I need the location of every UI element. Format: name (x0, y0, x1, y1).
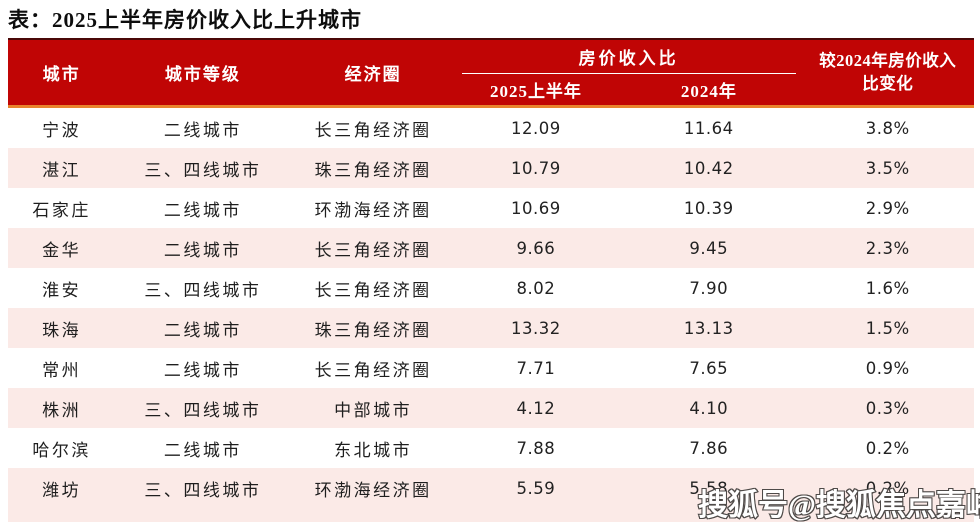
cell-ratio-2025h1: 5.59 (516, 478, 556, 498)
col-header-change: 较2024年房价收入 比变化 (819, 51, 957, 93)
cell-ratio-2025h1: 12.09 (511, 118, 561, 138)
cell-ratio-2025h1: 7.88 (516, 438, 556, 458)
cell-tier: 二线城市 (163, 200, 242, 220)
cell-change: 0.2% (865, 438, 910, 458)
cell-ratio-2025h1: 7.71 (516, 358, 556, 378)
cell-ratio-2024: 10.42 (683, 158, 734, 178)
cell-zone: 长三角经济圈 (314, 360, 432, 380)
cell-ratio-2024: 4.10 (689, 398, 729, 418)
col-header-2025h1: 2025上半年 (489, 82, 582, 101)
table-row: 珠海 二线城市 珠三角经济圈 13.32 13.13 1.5% (8, 308, 974, 348)
cell-city: 潍坊 (42, 480, 82, 500)
table-row: 淮安 三、四线城市 长三角经济圈 8.02 7.90 1.6% (8, 268, 974, 308)
cell-tier: 二线城市 (163, 360, 242, 380)
table-row: 湛江 三、四线城市 珠三角经济圈 10.79 10.42 3.5% (8, 148, 974, 188)
table-header: 城市 城市等级 经济圈 房价收入比 2025上半年 2024年 较2024年房价… (8, 38, 974, 108)
cell-zone: 长三角经济圈 (314, 240, 432, 260)
cell-ratio-2024: 11.64 (683, 118, 734, 138)
cell-ratio-2024: 7.65 (689, 358, 729, 378)
cell-change: 3.5% (865, 158, 910, 178)
cell-change: 3.8% (865, 118, 910, 138)
col-header-city: 城市 (42, 65, 81, 84)
cell-ratio-2025h1: 10.69 (511, 198, 561, 218)
cell-ratio-2025h1: 13.32 (511, 318, 561, 338)
cell-ratio-2024: 9.45 (689, 238, 729, 258)
cell-tier: 三、四线城市 (144, 480, 262, 500)
cell-ratio-2024: 10.39 (683, 198, 734, 218)
cell-ratio-2024: 7.90 (689, 278, 729, 298)
cell-city: 珠海 (42, 320, 82, 340)
cell-zone: 东北城市 (334, 440, 413, 460)
cell-ratio-2025h1: 9.66 (516, 238, 556, 258)
cell-city: 石家庄 (32, 200, 91, 220)
cell-zone: 长三角经济圈 (314, 120, 432, 140)
cell-city: 株洲 (42, 400, 82, 420)
col-header-2024: 2024年 (680, 82, 737, 101)
cell-city: 宁波 (42, 120, 82, 140)
cell-ratio-2024: 13.13 (683, 318, 734, 338)
cell-city: 湛江 (42, 160, 82, 180)
cell-change: 0.9% (865, 358, 910, 378)
cell-change: 1.5% (865, 318, 910, 338)
cell-change: 1.6% (865, 278, 910, 298)
col-group-ratio-label: 房价收入比 (461, 40, 796, 74)
cell-zone: 珠三角经济圈 (314, 320, 432, 340)
col-group-ratio: 房价收入比 2025上半年 2024年 (456, 40, 802, 105)
house-price-income-table: 城市 城市等级 经济圈 房价收入比 2025上半年 2024年 较2024年房价… (8, 38, 974, 522)
cell-ratio-2025h1: 4.12 (516, 398, 556, 418)
cell-zone: 环渤海经济圈 (314, 200, 432, 220)
table-row: 潍坊 三、四线城市 环渤海经济圈 5.59 5.58 0.2% (8, 468, 974, 522)
table-body: 宁波 二线城市 长三角经济圈 12.09 11.64 3.8% 湛江 三、四线城市 珠三角经济圈… (8, 108, 974, 522)
cell-zone: 中部城市 (334, 400, 413, 420)
cell-tier: 三、四线城市 (144, 400, 262, 420)
cell-ratio-2024: 7.86 (689, 438, 729, 458)
col-group-ratio-subheaders: 2025上半年 2024年 (456, 74, 802, 105)
cell-tier: 二线城市 (163, 320, 242, 340)
cell-change: 0.2% (865, 478, 910, 498)
cell-city: 金华 (42, 240, 82, 260)
table-row: 金华 二线城市 长三角经济圈 9.66 9.45 2.3% (8, 228, 974, 268)
table-row: 哈尔滨 二线城市 东北城市 7.88 7.86 0.2% (8, 428, 974, 468)
col-header-zone: 经济圈 (344, 65, 402, 84)
cell-change: 2.9% (865, 198, 910, 218)
cell-city: 淮安 (42, 280, 82, 300)
table-caption: 表：2025上半年房价收入比上升城市 (8, 8, 362, 32)
table-row: 常州 二线城市 长三角经济圈 7.71 7.65 0.9% (8, 348, 974, 388)
cell-tier: 三、四线城市 (144, 160, 262, 180)
cell-tier: 三、四线城市 (144, 280, 262, 300)
cell-tier: 二线城市 (163, 120, 242, 140)
col-header-tier: 城市等级 (164, 65, 241, 84)
watermark: 搜狐号@搜狐焦点嘉峪关站 (697, 488, 980, 522)
cell-tier: 二线城市 (163, 240, 242, 260)
cell-tier: 二线城市 (163, 440, 242, 460)
table-row: 宁波 二线城市 长三角经济圈 12.09 11.64 3.8% (8, 108, 974, 148)
cell-ratio-2024: 5.58 (689, 478, 729, 498)
table-row: 株洲 三、四线城市 中部城市 4.12 4.10 0.3% (8, 388, 974, 428)
cell-zone: 环渤海经济圈 (314, 480, 432, 500)
cell-ratio-2025h1: 10.79 (511, 158, 561, 178)
cell-city: 常州 (42, 360, 82, 380)
cell-zone: 珠三角经济圈 (314, 160, 432, 180)
cell-change: 2.3% (865, 238, 910, 258)
cell-change: 0.3% (865, 398, 910, 418)
cell-zone: 长三角经济圈 (314, 280, 432, 300)
cell-city: 哈尔滨 (32, 440, 91, 460)
cell-ratio-2025h1: 8.02 (516, 278, 556, 298)
table-row: 石家庄 二线城市 环渤海经济圈 10.69 10.39 2.9% (8, 188, 974, 228)
